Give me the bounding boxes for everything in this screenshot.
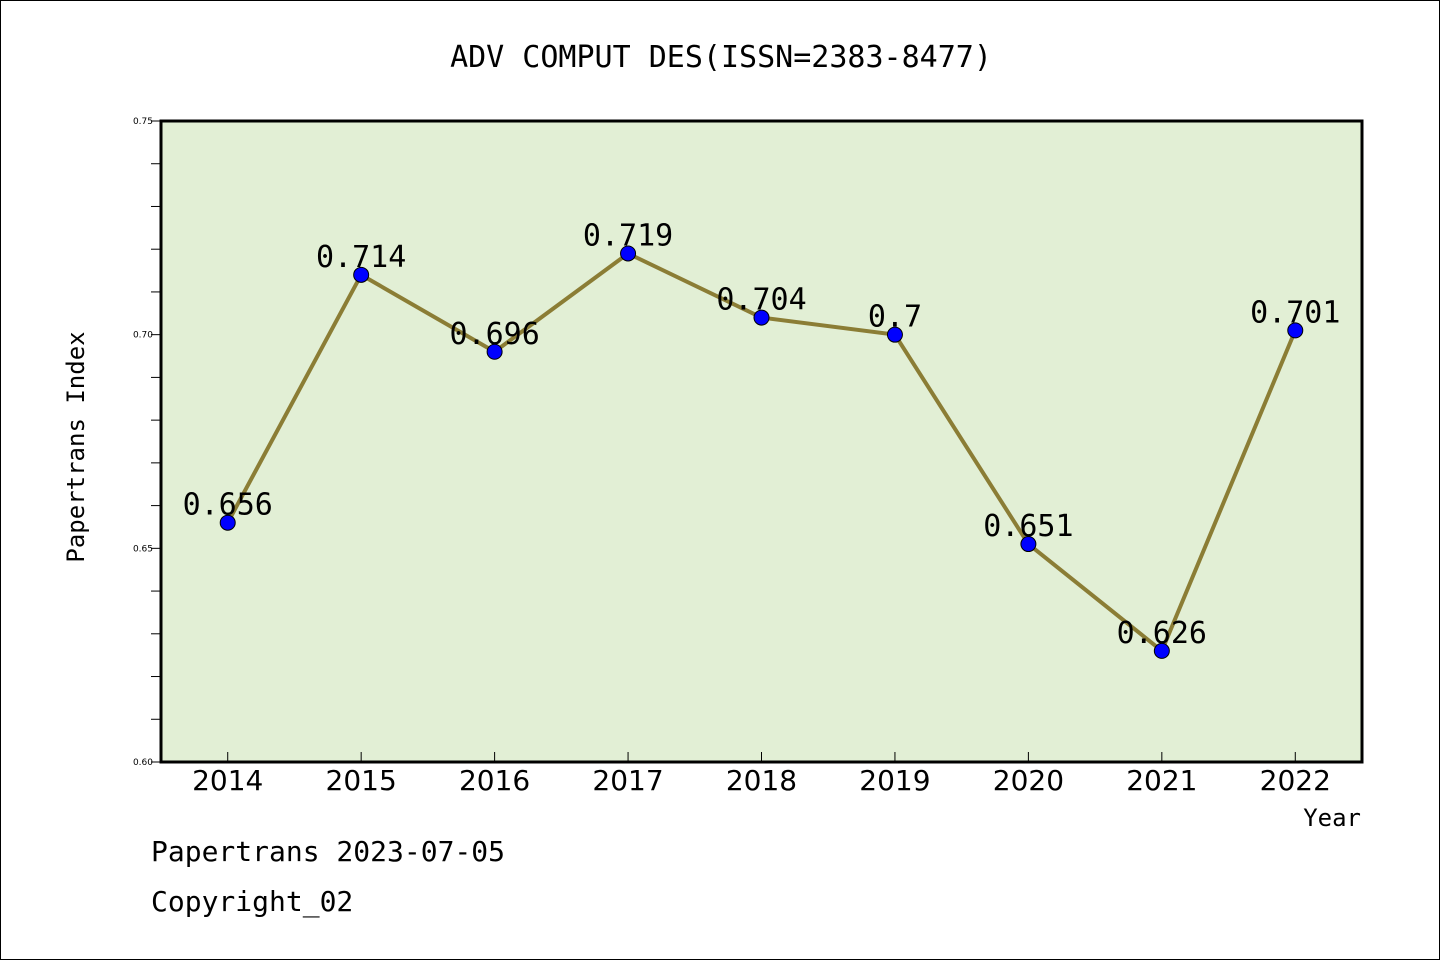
- x-tick-label: 2014: [192, 764, 263, 797]
- plot-border: [159, 119, 1364, 764]
- x-axis-label: Year: [1303, 804, 1361, 832]
- y-tick-label: 0.70: [133, 331, 153, 341]
- data-label: 0.714: [316, 240, 406, 275]
- data-point: [753, 309, 770, 326]
- x-tick-label: 2016: [459, 764, 530, 797]
- data-label: 0.696: [449, 317, 539, 352]
- y-tick-label: 0.75: [133, 117, 153, 127]
- x-tick-label: 2019: [859, 764, 930, 797]
- x-tick-label: 2022: [1260, 764, 1331, 797]
- series-layer: [219, 245, 1304, 659]
- x-tick-label: 2020: [993, 764, 1064, 797]
- y-axis-ticks: 0.60 0.65 0.70 0.75: [133, 117, 161, 768]
- data-point: [353, 266, 370, 283]
- x-tick-label: 2015: [326, 764, 397, 797]
- data-labels: 0.656 0.714 0.696 0.719 0.704 0.7 0.651 0.626 0.…: [183, 218, 1341, 650]
- data-point: [1153, 642, 1170, 659]
- data-label: 0.626: [1117, 616, 1207, 651]
- x-tick-label: 2021: [1126, 764, 1197, 797]
- plot-area: [161, 121, 1362, 762]
- data-point: [486, 343, 503, 360]
- y-tick-label: 0.65: [133, 544, 153, 554]
- x-axis-ticks: 2014 2015 2016 2017 2018 2019 2020 2021 2022: [192, 752, 1331, 797]
- data-point: [1287, 322, 1304, 339]
- footer-date: Papertrans 2023-07-05: [151, 835, 506, 868]
- data-point: [1020, 536, 1037, 553]
- data-point: [620, 245, 637, 262]
- data-point: [886, 326, 903, 343]
- data-label: 0.651: [983, 509, 1073, 544]
- x-tick-label: 2017: [592, 764, 663, 797]
- data-label: 0.719: [583, 218, 673, 253]
- footer-copyright: Copyright_02: [151, 885, 354, 918]
- data-label: 0.704: [716, 283, 806, 318]
- data-label: 0.656: [183, 488, 273, 523]
- data-label: 0.701: [1250, 295, 1340, 330]
- y-tick-label: 0.60: [133, 758, 153, 768]
- x-tick-label: 2018: [726, 764, 797, 797]
- chart-title: ADV COMPUT DES(ISSN=2383-8477): [450, 40, 992, 75]
- data-label: 0.7: [868, 300, 922, 335]
- data-point: [219, 514, 236, 531]
- y-axis-label: Papertrans Index: [62, 331, 90, 562]
